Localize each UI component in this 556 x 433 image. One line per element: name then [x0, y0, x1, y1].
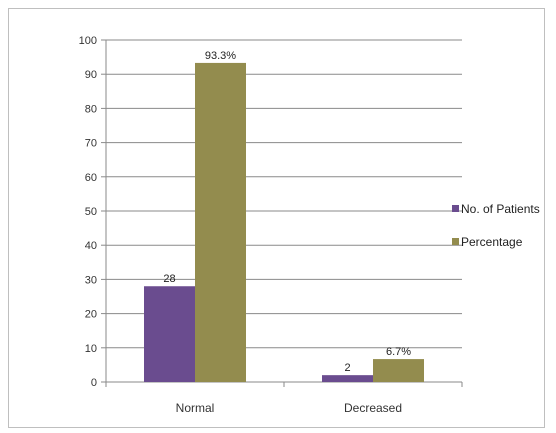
legend-swatch	[452, 238, 459, 245]
legend-swatch	[452, 205, 459, 212]
bars	[144, 62, 424, 382]
y-axis: 0 10 20 30 40 50 60 70 80 90 100	[79, 35, 107, 389]
bar-percentage	[373, 359, 424, 382]
data-label: 6.7%	[386, 346, 411, 358]
y-tick-label: 60	[85, 172, 97, 184]
bar-patients	[144, 286, 195, 382]
y-tick-label: 100	[79, 35, 97, 47]
bar-patients	[322, 375, 373, 382]
data-label: 2	[344, 362, 350, 374]
x-category-label: Decreased	[344, 401, 402, 415]
y-tick-label: 10	[85, 343, 97, 355]
y-tick-label: 50	[85, 206, 97, 218]
data-label: 93.3%	[205, 50, 236, 62]
y-tick-label: 20	[85, 309, 97, 321]
legend: No. of Patients Percentage	[452, 202, 540, 249]
x-axis: Normal Decreased	[105, 381, 463, 415]
y-tick-label: 40	[85, 240, 97, 252]
y-tick-label: 0	[91, 377, 97, 389]
bar-percentage	[195, 62, 246, 382]
chart-frame	[8, 8, 545, 428]
legend-label: Percentage	[461, 235, 523, 249]
legend-label: No. of Patients	[461, 202, 540, 216]
data-labels: 28 93.3% 2 6.7%	[163, 50, 411, 374]
x-category-label: Normal	[176, 401, 215, 415]
y-tick-label: 90	[85, 69, 97, 81]
y-tick-label: 30	[85, 274, 97, 286]
y-tick-label: 80	[85, 103, 97, 115]
data-label: 28	[163, 273, 175, 285]
y-tick-label: 70	[85, 138, 97, 150]
